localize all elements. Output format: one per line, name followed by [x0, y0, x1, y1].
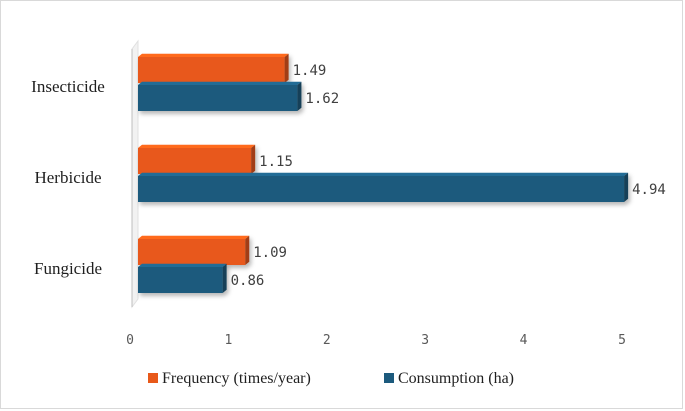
data-label: 1.09	[253, 245, 287, 261]
bar-top-face	[138, 172, 629, 176]
bar-top-face	[138, 53, 289, 57]
bar-end-face	[297, 81, 302, 111]
x-tick-label: 1	[224, 333, 232, 348]
data-label: 0.86	[231, 273, 265, 289]
category-label: Insecticide	[31, 77, 105, 96]
axis-wall	[131, 39, 139, 309]
bar-top-face	[138, 81, 302, 85]
bar-end-face	[245, 235, 250, 265]
legend-label: Consumption (ha)	[398, 370, 514, 387]
bar-front-face	[138, 85, 298, 111]
category-label: Fungicide	[34, 259, 102, 278]
bar-front-face	[138, 57, 285, 83]
data-label: 4.94	[632, 182, 666, 198]
bar-consumption-herbicide	[138, 172, 629, 202]
legend-swatch	[148, 373, 158, 383]
bar-top-face	[138, 144, 256, 148]
data-label: 1.62	[305, 91, 339, 107]
legend-swatch	[384, 373, 394, 383]
category-label: Herbicide	[34, 168, 101, 187]
bar-end-face	[624, 172, 629, 202]
bar-top-face	[138, 235, 250, 239]
data-label: 1.15	[259, 154, 293, 170]
bar-front-face	[138, 267, 223, 293]
bar-frequency-insecticide	[138, 53, 289, 83]
x-tick-label: 0	[126, 333, 134, 348]
x-tick-label: 4	[520, 333, 528, 348]
bar-end-face	[284, 53, 289, 83]
x-tick-label: 2	[323, 333, 331, 348]
bar-top-face	[138, 263, 227, 267]
bar-consumption-insecticide	[138, 81, 302, 111]
bar-frequency-fungicide	[138, 235, 250, 265]
x-tick-label: 5	[618, 333, 626, 348]
bar-end-face	[251, 144, 256, 174]
x-tick-label: 3	[421, 333, 429, 348]
bar-consumption-fungicide	[138, 263, 227, 293]
data-label: 1.49	[293, 63, 327, 79]
legend-label: Frequency (times/year)	[162, 370, 311, 387]
bar-front-face	[138, 176, 625, 202]
bar-front-face	[138, 239, 246, 265]
bar-frequency-herbicide	[138, 144, 256, 174]
bar-front-face	[138, 148, 252, 174]
bar-end-face	[222, 263, 227, 293]
